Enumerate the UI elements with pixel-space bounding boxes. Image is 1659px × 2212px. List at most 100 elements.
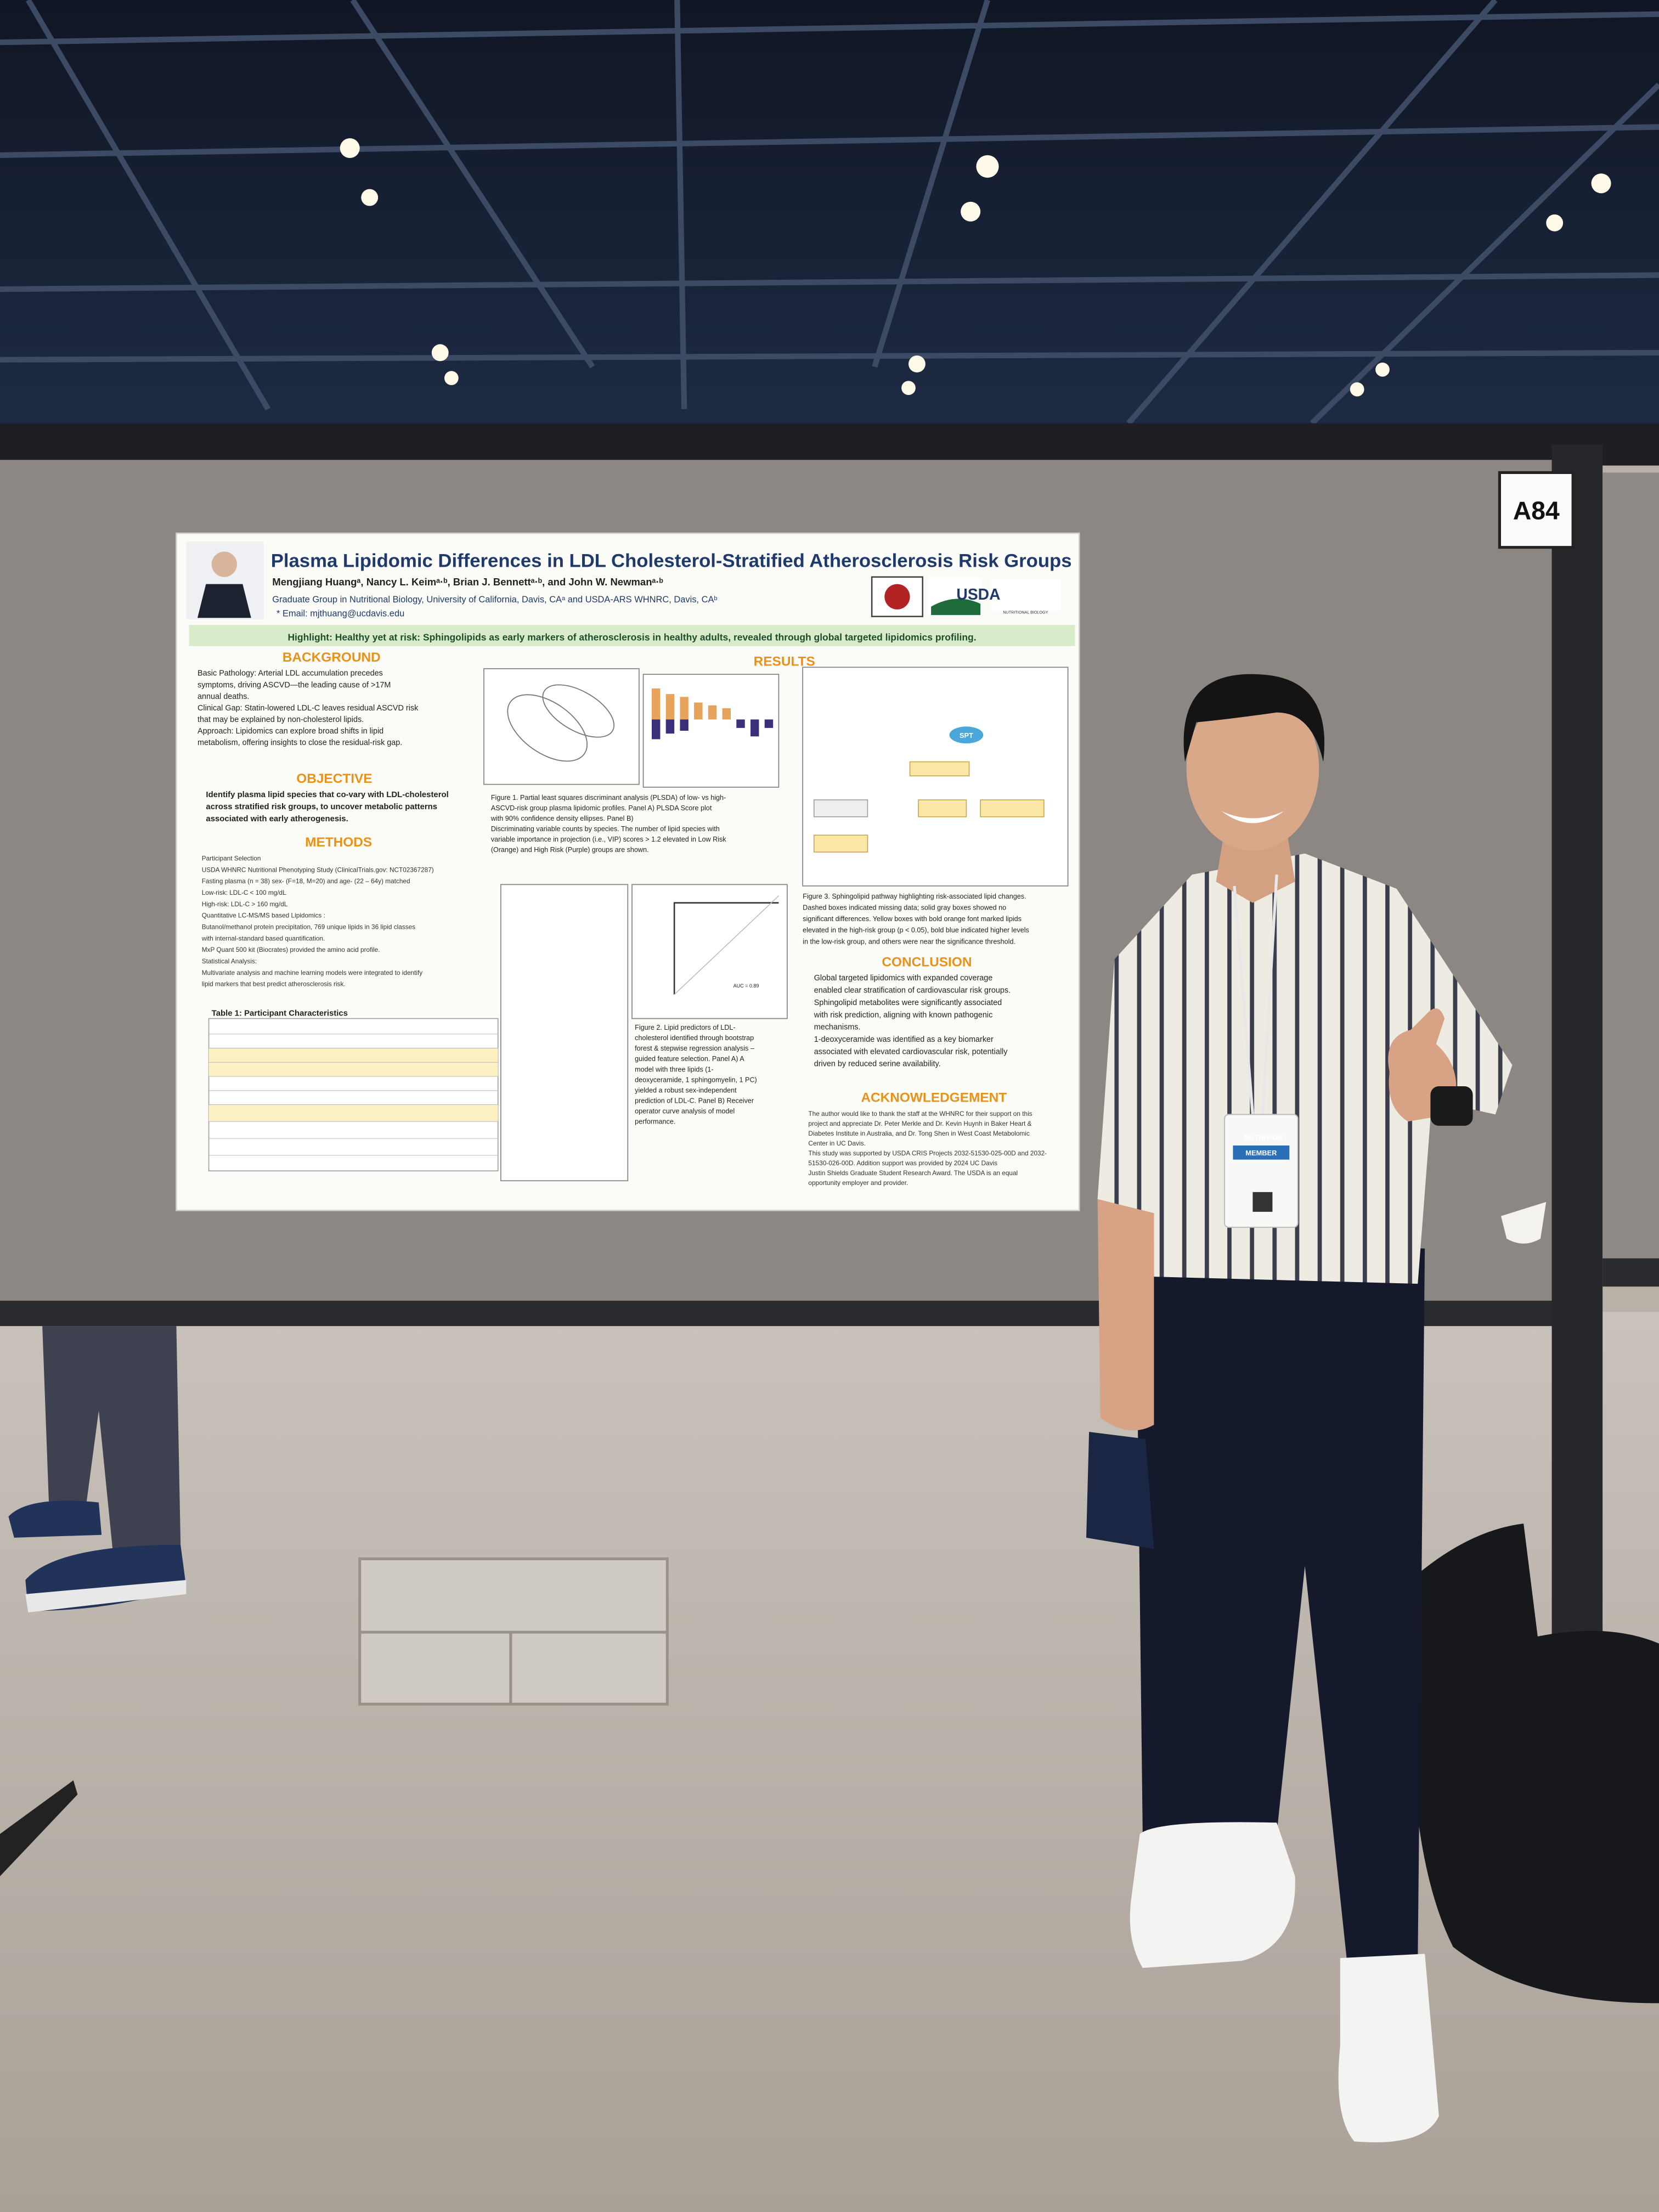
person-part [1097, 853, 1513, 1284]
poster-text-line: variable importance in projection (i.e.,… [491, 836, 726, 843]
person-part [1086, 1432, 1154, 1549]
poster-part [802, 667, 1069, 887]
ceiling-part-part [431, 344, 449, 362]
poster-text-line: with 90% confidence density ellipses. Pa… [490, 815, 634, 822]
person-part [1097, 1199, 1154, 1431]
poster-affiliation: Graduate Group in Nutritional Biology, U… [272, 595, 717, 605]
poster-part [884, 584, 910, 610]
ceiling-part-part [340, 138, 360, 158]
board-label-card [1498, 471, 1575, 549]
poster-part [631, 884, 788, 1019]
poster-part [483, 668, 640, 785]
poster-part [949, 726, 984, 744]
poster-part [507, 694, 588, 762]
pathway-node: SPT [960, 731, 973, 740]
poster-part [198, 584, 251, 618]
poster-text-line: mechanisms. [814, 1023, 861, 1032]
poster-part [542, 684, 615, 738]
poster-part [990, 579, 1061, 611]
poster-part-part [665, 719, 675, 734]
poster-text-line: model with three lipids (1- [635, 1065, 714, 1073]
poster [176, 532, 1080, 1211]
board-label: A84 [1513, 496, 1560, 524]
logo-text: USDA [956, 585, 1000, 603]
poster-text-line: Multivariate analysis and machine learni… [202, 969, 423, 977]
visitor-legs-part [0, 1780, 78, 1876]
poster-text-line: Discriminating variable counts by specie… [491, 825, 720, 833]
poster-part-part [764, 719, 774, 728]
poster-text-line: High-risk: LDL-C > 160 mg/dL [202, 900, 288, 908]
poster-text-line: that may be explained by non-cholesterol… [198, 715, 364, 724]
poster-authors: Mengjiang Huangᵃ, Nancy L. Keimᵃ·ᵇ, Bria… [272, 576, 663, 588]
poster-part [931, 599, 981, 616]
ceiling-part-part [901, 381, 916, 395]
poster-board-part [0, 423, 1659, 466]
logo-text: NUTRITIONAL BIOLOGY [1003, 610, 1048, 615]
section-heading: RESULTS [754, 654, 815, 669]
poster-part [208, 1018, 499, 1172]
ceiling-part-part [674, 0, 687, 409]
visitor-legs [0, 1326, 187, 1876]
poster-text-line: Quantitative LC-MS/MS based Lipidomics : [202, 912, 325, 919]
poster-text-line: This study was supported by USDA CRIS Pr… [808, 1149, 1047, 1157]
poster-highlight: Highlight: Healthy yet at risk: Sphingol… [287, 631, 976, 642]
ceiling-part-part [961, 201, 981, 222]
poster-text-line: guided feature selection. Panel A) A [635, 1055, 744, 1063]
poster-text-line: operator curve analysis of model [635, 1107, 735, 1115]
section-heading: CONCLUSION [882, 955, 972, 969]
visitor-legs-part [8, 1500, 102, 1538]
poster-part [652, 688, 731, 720]
poster-part-part [694, 702, 703, 720]
poster-part-part [722, 708, 731, 720]
person-part [1338, 1954, 1439, 2143]
poster-text-line: (Orange) and High Risk (Purple) groups a… [491, 846, 649, 854]
poster-text-line: across stratified risk groups, to uncove… [206, 803, 437, 811]
person-part [1252, 1192, 1273, 1212]
ceiling-part-part [909, 356, 926, 373]
poster-text-line: Approach: Lipidomics can explore broad s… [198, 727, 383, 736]
poster-part-part [680, 719, 689, 731]
poster-part [500, 884, 629, 1182]
poster-text-line: performance. [635, 1118, 675, 1125]
poster-text-line: Identify plasma lipid species that co-va… [206, 791, 448, 799]
poster-text-line: Figure 3. Sphingolipid pathway highlight… [803, 893, 1026, 900]
poster-text-line: 1-deoxyceramide was identified as a key … [814, 1035, 994, 1044]
poster-text-line: enabled clear stratification of cardiova… [814, 986, 1011, 995]
ceiling-part-part [361, 189, 379, 206]
person-part [1130, 1822, 1295, 1968]
poster-text-line: Justin Shields Graduate Student Research… [808, 1169, 1018, 1177]
poster-text-line: elevated in the high-risk group (p < 0.0… [803, 927, 1029, 934]
poster-text-line: deoxyceramide, 1 sphingomyelin, 1 PC) [635, 1076, 757, 1084]
poster-text-line: The author would like to thank the staff… [808, 1110, 1032, 1118]
visitor-legs-part [42, 1326, 181, 1552]
poster-part-part [909, 761, 970, 777]
poster-part [208, 1034, 498, 1156]
poster-text-line: in the low-risk group, and others were n… [803, 938, 1015, 945]
poster-text-line: annual deaths. [198, 692, 249, 701]
poster-email: * Email: mjthuang@ucdavis.edu [276, 609, 404, 619]
poster-text-line: associated with elevated cardiovascular … [814, 1047, 1008, 1056]
ceiling [0, 0, 1659, 438]
poster-text-line: Participant Selection [202, 855, 261, 862]
poster-part-part [708, 705, 717, 720]
roc-auc: AUC = 0.89 [733, 983, 759, 989]
poster-text-line: opportunity employer and provider. [808, 1179, 908, 1187]
poster-part [652, 719, 774, 740]
poster-text-line: metabolism, offering insights to close t… [198, 738, 402, 747]
poster-part-part [665, 694, 675, 720]
poster-text-line: Figure 2. Lipid predictors of LDL- [635, 1024, 735, 1031]
person-part [1223, 1114, 1299, 1228]
section-heading: ACKNOWLEDGEMENT [861, 1090, 1007, 1105]
section-heading: OBJECTIVE [296, 771, 372, 786]
poster-text-line: associated with early atherogenesis. [206, 815, 348, 823]
ceiling-part-part [1310, 82, 1659, 426]
poster-part [189, 625, 1075, 646]
person-part [1221, 811, 1284, 823]
paper-cup [1501, 1201, 1547, 1244]
person-part [1233, 1146, 1290, 1160]
poster-part [813, 761, 1045, 853]
ceiling-part-part [1126, 0, 1498, 425]
person-part [1136, 1241, 1425, 1964]
poster-text-line: ASCVD-risk group plasma lipidomic profil… [491, 804, 712, 812]
